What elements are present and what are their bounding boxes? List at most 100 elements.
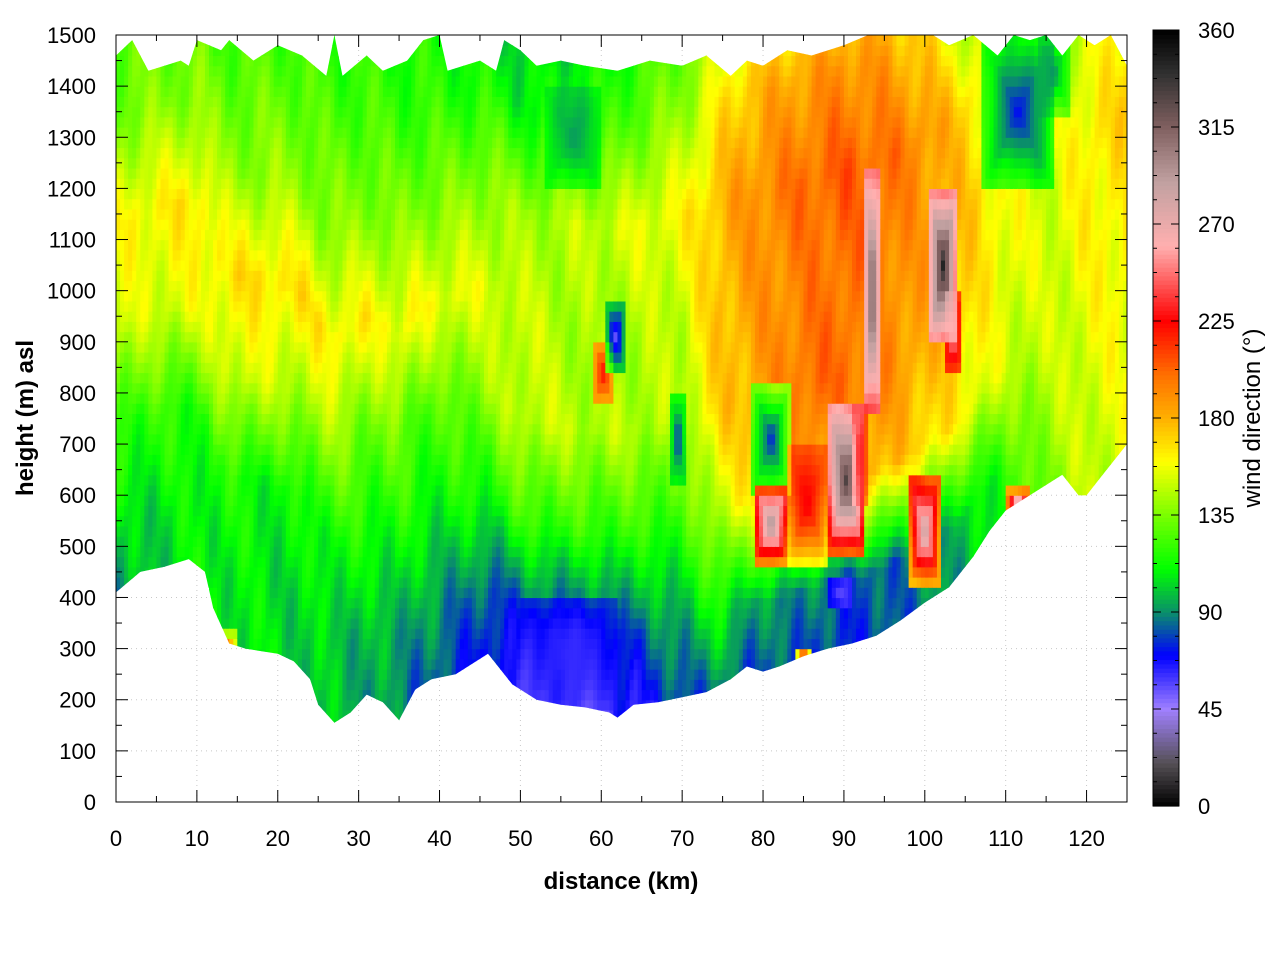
heatmap-cell	[447, 116, 453, 128]
heatmap-cell	[289, 607, 295, 619]
heatmap-cell	[334, 259, 340, 271]
heatmap-cell	[253, 454, 259, 466]
heatmap-cell	[415, 116, 420, 128]
heatmap-cell	[378, 127, 384, 138]
heatmap-cell	[144, 362, 149, 374]
heatmap-cell	[403, 300, 408, 312]
heatmap-cell	[447, 484, 453, 496]
heatmap-cell	[168, 290, 174, 302]
heatmap-cell	[366, 577, 372, 588]
heatmap-cell	[116, 536, 121, 547]
heatmap-cell	[257, 208, 263, 220]
heatmap-cell	[342, 86, 348, 97]
heatmap-cell	[342, 352, 348, 363]
heatmap-cell	[180, 229, 186, 241]
heatmap-cell	[390, 536, 396, 547]
heatmap-cell	[225, 505, 230, 517]
heatmap-cell	[326, 525, 331, 537]
heatmap-cell	[249, 484, 255, 496]
heatmap-cell	[172, 341, 178, 353]
heatmap-cell	[314, 679, 319, 691]
heatmap-cell	[386, 372, 392, 384]
heatmap-cell	[382, 423, 388, 435]
heatmap-cell	[241, 96, 246, 108]
heatmap-cell	[354, 495, 360, 507]
heatmap-cell	[435, 331, 441, 343]
heatmap-cell	[237, 249, 242, 261]
heatmap-cell	[297, 208, 303, 220]
heatmap-cell	[148, 484, 153, 496]
heatmap-cell	[330, 352, 335, 363]
heatmap-cell	[443, 679, 449, 691]
heatmap-cell	[407, 628, 412, 639]
heatmap-cell	[362, 127, 368, 138]
heatmap-cell	[156, 423, 162, 435]
heatmap-cell	[350, 484, 356, 496]
heatmap-cell	[411, 587, 416, 599]
heatmap-cell	[124, 352, 129, 363]
heatmap-cell	[346, 372, 352, 384]
heatmap-cell	[330, 689, 335, 701]
heatmap-cell	[293, 638, 299, 650]
heatmap-cell	[160, 352, 166, 363]
heatmap-cell	[217, 495, 222, 507]
heatmap-cell	[386, 331, 392, 343]
heatmap-cell	[261, 290, 267, 302]
heatmap-cell	[366, 515, 372, 527]
heatmap-cell	[390, 484, 396, 496]
heatmap-cell	[374, 198, 380, 210]
heatmap-cell	[310, 689, 315, 701]
heatmap-cell	[395, 86, 400, 97]
heatmap-cell	[390, 454, 396, 466]
heatmap-cell	[221, 290, 226, 302]
heatmap-cell	[310, 239, 315, 251]
heatmap-cell	[447, 413, 453, 425]
heatmap-cell	[350, 392, 356, 404]
heatmap-cell	[443, 607, 449, 619]
heatmap-cell	[439, 219, 445, 230]
heatmap-cell	[124, 403, 129, 414]
heatmap-cell	[419, 321, 424, 333]
heatmap-cell	[366, 669, 372, 680]
heatmap-cell	[160, 55, 166, 67]
heatmap-cell	[204, 96, 210, 108]
heatmap-cell	[144, 249, 149, 261]
heatmap-cell	[306, 648, 311, 660]
heatmap-cell	[318, 454, 323, 466]
heatmap-cell	[285, 352, 291, 363]
heatmap-cell	[277, 372, 283, 384]
heatmap-cell	[354, 587, 360, 599]
heatmap-cell	[358, 352, 364, 363]
heatmap-cell	[273, 525, 279, 537]
heatmap-cell	[302, 495, 307, 507]
heatmap-cell	[192, 505, 198, 517]
heatmap-cell	[431, 75, 437, 87]
heatmap-cell	[188, 147, 194, 159]
heatmap-cell	[140, 86, 145, 97]
heatmap-cell	[374, 300, 380, 312]
heatmap-cell	[447, 229, 453, 241]
heatmap-cell	[172, 157, 178, 169]
heatmap-cell	[411, 290, 416, 302]
heatmap-cell	[128, 208, 133, 220]
heatmap-cell	[382, 280, 388, 292]
heatmap-cell	[302, 147, 307, 159]
heatmap-cell	[200, 546, 206, 558]
heatmap-cell	[221, 382, 226, 394]
heatmap-cell	[423, 382, 428, 394]
heatmap-cell	[277, 454, 283, 466]
heatmap-cell	[326, 178, 331, 189]
heatmap-cell	[148, 65, 153, 77]
heatmap-cell	[293, 311, 299, 322]
heatmap-cell	[261, 372, 267, 384]
heatmap-cell	[302, 167, 307, 179]
heatmap-cell	[140, 403, 145, 414]
heatmap-cell	[293, 188, 299, 200]
heatmap-cell	[184, 464, 190, 476]
heatmap-cell	[314, 372, 319, 384]
heatmap-cell	[306, 505, 311, 517]
heatmap-cell	[213, 75, 218, 87]
heatmap-cell	[411, 280, 416, 292]
heatmap-cell	[124, 249, 129, 261]
heatmap-cell	[366, 208, 372, 220]
